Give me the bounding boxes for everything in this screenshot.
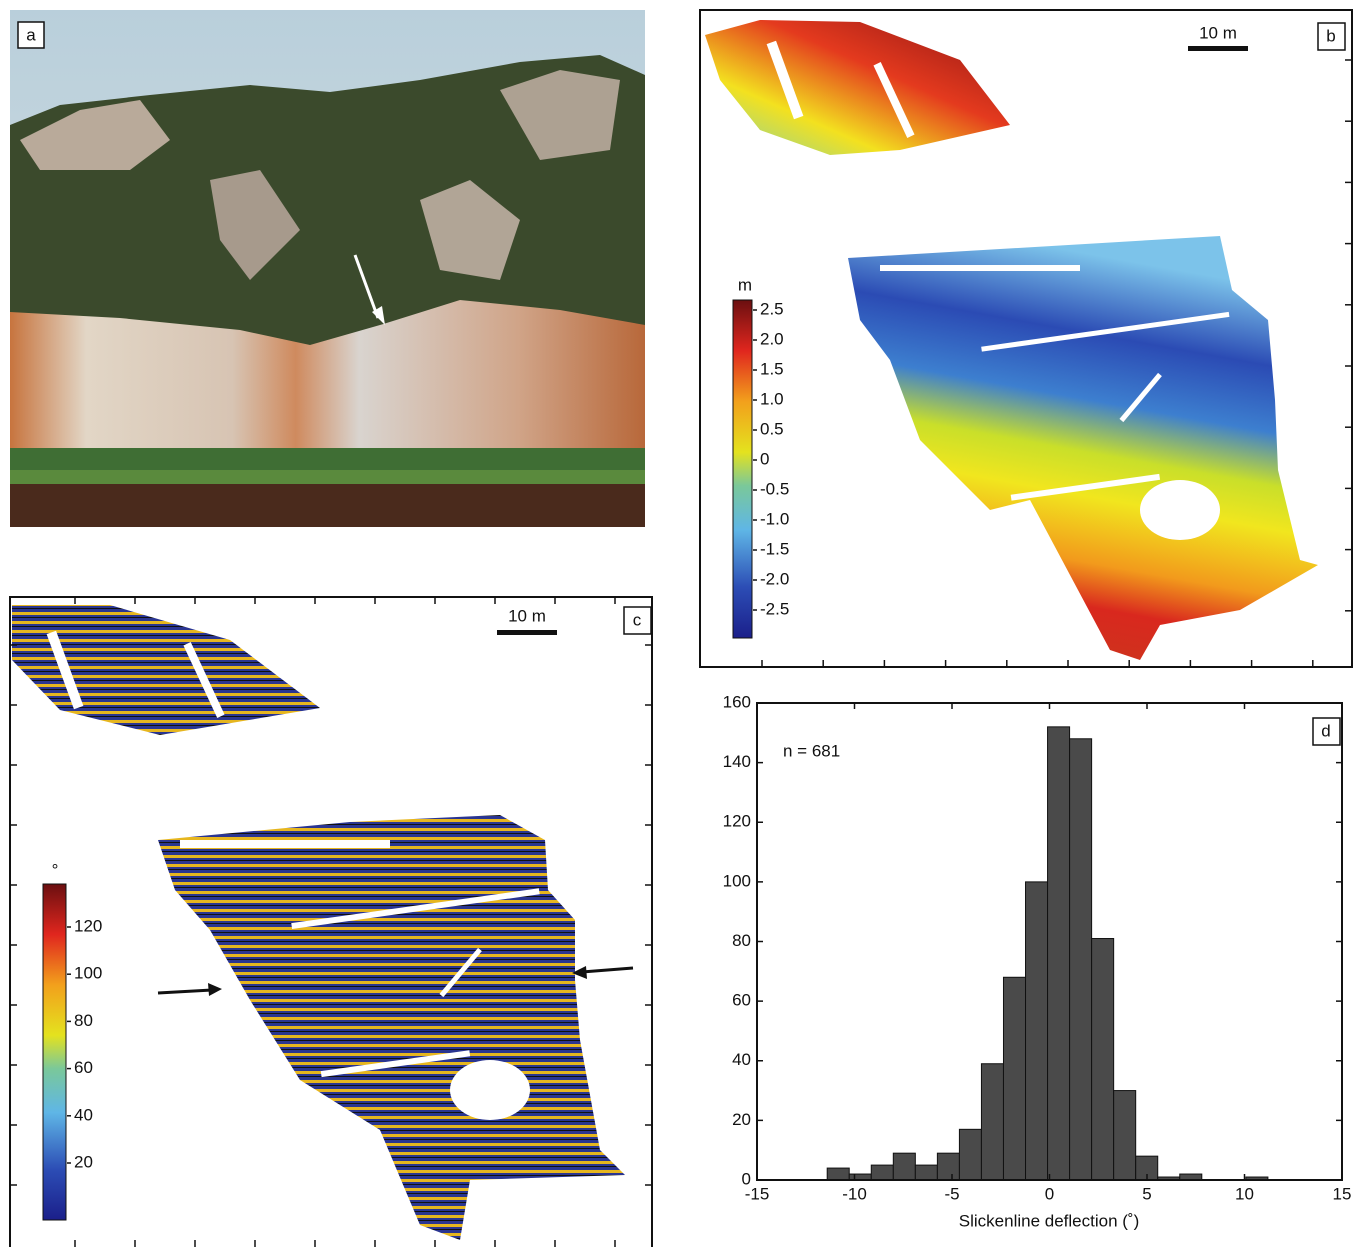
x-tick-label: -5 (944, 1184, 959, 1203)
photo: a (10, 10, 645, 527)
page: {"panels": { "a": {"label": "a"}, "b": {… (0, 0, 1354, 1247)
arrow (582, 968, 633, 972)
arrowhead (208, 983, 222, 996)
colorbar-tick-label: 2.5 (760, 299, 784, 318)
scale-label: 10 m (508, 606, 546, 625)
map-fragment (12, 605, 320, 735)
y-tick-label: 80 (732, 931, 751, 950)
bar (1070, 739, 1092, 1180)
panel-label: a (26, 25, 36, 44)
bar (871, 1165, 893, 1180)
arrow (158, 990, 212, 993)
x-tick-label: 15 (1333, 1184, 1352, 1203)
colorbar (733, 300, 752, 638)
colorbar-tick-label: -1.5 (760, 539, 789, 558)
y-tick-label: 60 (732, 991, 751, 1010)
figure: a m 10 m b 2.5 2.0 1.5 1.0 0.5 0 -0.5 -1.0 -1.5 -… (0, 0, 1354, 1247)
x-tick-label: 0 (1045, 1184, 1054, 1203)
colorbar-tick-label: 100 (74, 964, 102, 983)
bar (1048, 727, 1070, 1180)
colorbar-tick-label: 0.5 (760, 419, 784, 438)
field (10, 470, 645, 484)
map-fragment (705, 20, 1010, 155)
bar (959, 1129, 981, 1180)
x-tick-label: 5 (1142, 1184, 1151, 1203)
soil (10, 484, 645, 527)
colorbar-tick-label: 60 (74, 1058, 93, 1077)
x-tick-label: -15 (745, 1184, 770, 1203)
y-tick-label: 40 (732, 1050, 751, 1069)
panel-b: m 10 m b 2.5 2.0 1.5 1.0 0.5 0 -0.5 -1.0 -1.5 -2.… (700, 10, 1352, 667)
y-tick-label: 120 (723, 812, 751, 831)
colorbar-tick-label: -2.5 (760, 599, 789, 618)
colorbar-tick-label: 1.5 (760, 359, 784, 378)
colorbar-tick-label: 1.0 (760, 389, 784, 408)
scale-bar (1188, 46, 1248, 51)
colorbar-tick-label: -2.0 (760, 569, 789, 588)
bar (1003, 977, 1025, 1180)
x-tick-label: -10 (842, 1184, 867, 1203)
colorbar-label: m (738, 275, 752, 294)
bar (981, 1064, 1003, 1180)
colorbar-tick-label: -0.5 (760, 479, 789, 498)
bar (893, 1153, 915, 1180)
bar (915, 1165, 937, 1180)
colorbar-tick-label: 2.0 (760, 329, 784, 348)
colorbar-tick-label: 80 (74, 1011, 93, 1030)
panel-d: d n = 681 Slickenline deflection (˚) 0 20… (723, 692, 1352, 1230)
map (848, 236, 1318, 660)
annotation: n = 681 (783, 741, 840, 760)
y-tick-label: 100 (723, 871, 751, 890)
y-tick-label: 140 (723, 752, 751, 771)
colorbar-tick-label: -1.0 (760, 509, 789, 528)
colorbar-tick-label: 120 (74, 916, 102, 935)
colorbar-tick-label: 40 (74, 1105, 93, 1124)
x-tick-label: 10 (1235, 1184, 1254, 1203)
colorbar-label: ° (52, 860, 59, 879)
panel-c: ° 10 m c 120 100 80 60 40 20 (10, 597, 652, 1247)
bar (1026, 882, 1048, 1180)
bar (827, 1168, 849, 1180)
panel-label: c (633, 610, 642, 629)
panel-label: b (1326, 26, 1335, 45)
panel-label: d (1321, 721, 1330, 740)
colorbar-tick-label: 20 (74, 1152, 93, 1171)
y-tick-label: 20 (732, 1110, 751, 1129)
bar (1092, 939, 1114, 1180)
bar (1114, 1091, 1136, 1180)
x-axis-label: Slickenline deflection (˚) (959, 1211, 1139, 1230)
bar (937, 1153, 959, 1180)
colorbar-tick-label: 0 (760, 449, 769, 468)
scale-label: 10 m (1199, 23, 1237, 42)
colorbar (43, 884, 66, 1220)
y-tick-label: 160 (723, 692, 751, 711)
scale-bar (497, 630, 557, 635)
map (158, 815, 625, 1240)
